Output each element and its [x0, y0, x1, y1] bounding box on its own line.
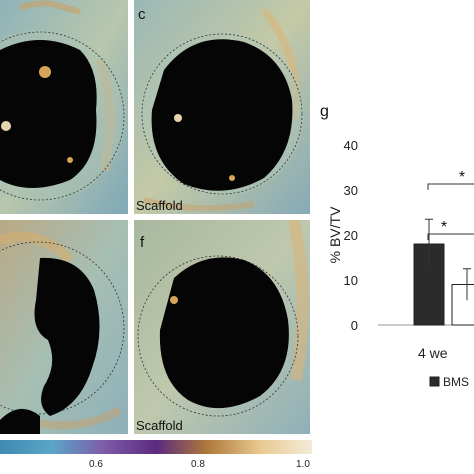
- x-tick-label: 4 we: [418, 345, 448, 361]
- panel-letter: f: [140, 234, 145, 251]
- micro-ct-panel-top-left: [0, 0, 128, 214]
- micro-ct-image: [134, 220, 310, 434]
- panel-caption: Scaffold: [136, 418, 183, 433]
- legend-label: BMS: [443, 375, 469, 389]
- panel-caption: Scaffold: [136, 198, 183, 213]
- micro-ct-panel-f: f Scaffold: [134, 220, 310, 434]
- colorbar-tick: 1.0: [296, 459, 310, 470]
- micro-ct-image: [0, 0, 128, 214]
- y-tick-label: 40: [344, 138, 358, 153]
- colorbar: [0, 440, 312, 454]
- y-tick-label: 10: [344, 273, 358, 288]
- micro-ct-image: [0, 220, 128, 434]
- panel-letter: c: [138, 6, 146, 23]
- significance-star: *: [459, 169, 465, 186]
- bar: [451, 284, 474, 326]
- legend-swatch: [429, 376, 440, 387]
- significance-star: *: [441, 219, 447, 236]
- significance-bracket: [427, 233, 474, 240]
- panel-letter: g: [320, 103, 329, 120]
- colorbar-tick: 0.8: [191, 459, 205, 470]
- y-axis-label: % BV/TV: [327, 206, 343, 263]
- colorbar-tick: 0.6: [89, 459, 103, 470]
- bv-tv-bar-chart: g % BV/TV 0 10 20 30 40 * * 4 we BMS: [320, 103, 474, 389]
- micro-ct-panel-bottom-left: [0, 220, 128, 434]
- y-tick-label: 0: [351, 318, 358, 333]
- y-tick-label: 30: [344, 183, 358, 198]
- micro-ct-panel-c: c Scaffold: [134, 0, 310, 214]
- micro-ct-image: [134, 0, 310, 214]
- y-tick-label: 20: [344, 228, 358, 243]
- significance-bracket: [427, 183, 474, 190]
